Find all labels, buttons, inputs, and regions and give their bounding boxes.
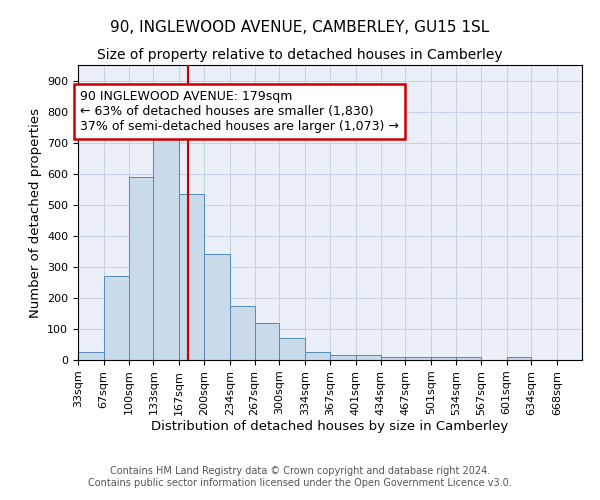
X-axis label: Distribution of detached houses by size in Camberley: Distribution of detached houses by size …: [151, 420, 509, 434]
Bar: [431, 357, 456, 360]
Bar: [506, 357, 532, 360]
Bar: [230, 306, 254, 360]
Bar: [128, 177, 154, 360]
Bar: [356, 356, 380, 360]
Text: 90, INGLEWOOD AVENUE, CAMBERLEY, GU15 1SL: 90, INGLEWOOD AVENUE, CAMBERLEY, GU15 1S…: [110, 20, 490, 35]
Y-axis label: Number of detached properties: Number of detached properties: [29, 108, 41, 318]
Bar: [330, 356, 356, 360]
Bar: [179, 194, 204, 360]
Bar: [254, 322, 280, 360]
Bar: [380, 357, 406, 360]
Bar: [456, 357, 481, 360]
Bar: [406, 357, 431, 360]
Bar: [280, 338, 305, 360]
Text: 90 INGLEWOOD AVENUE: 179sqm
← 63% of detached houses are smaller (1,830)
37% of : 90 INGLEWOOD AVENUE: 179sqm ← 63% of det…: [80, 90, 399, 133]
Bar: [305, 352, 330, 360]
Bar: [204, 254, 230, 360]
Bar: [78, 352, 104, 360]
Bar: [104, 276, 128, 360]
Text: Contains HM Land Registry data © Crown copyright and database right 2024.
Contai: Contains HM Land Registry data © Crown c…: [88, 466, 512, 487]
Text: Size of property relative to detached houses in Camberley: Size of property relative to detached ho…: [97, 48, 503, 62]
Bar: [154, 130, 179, 360]
